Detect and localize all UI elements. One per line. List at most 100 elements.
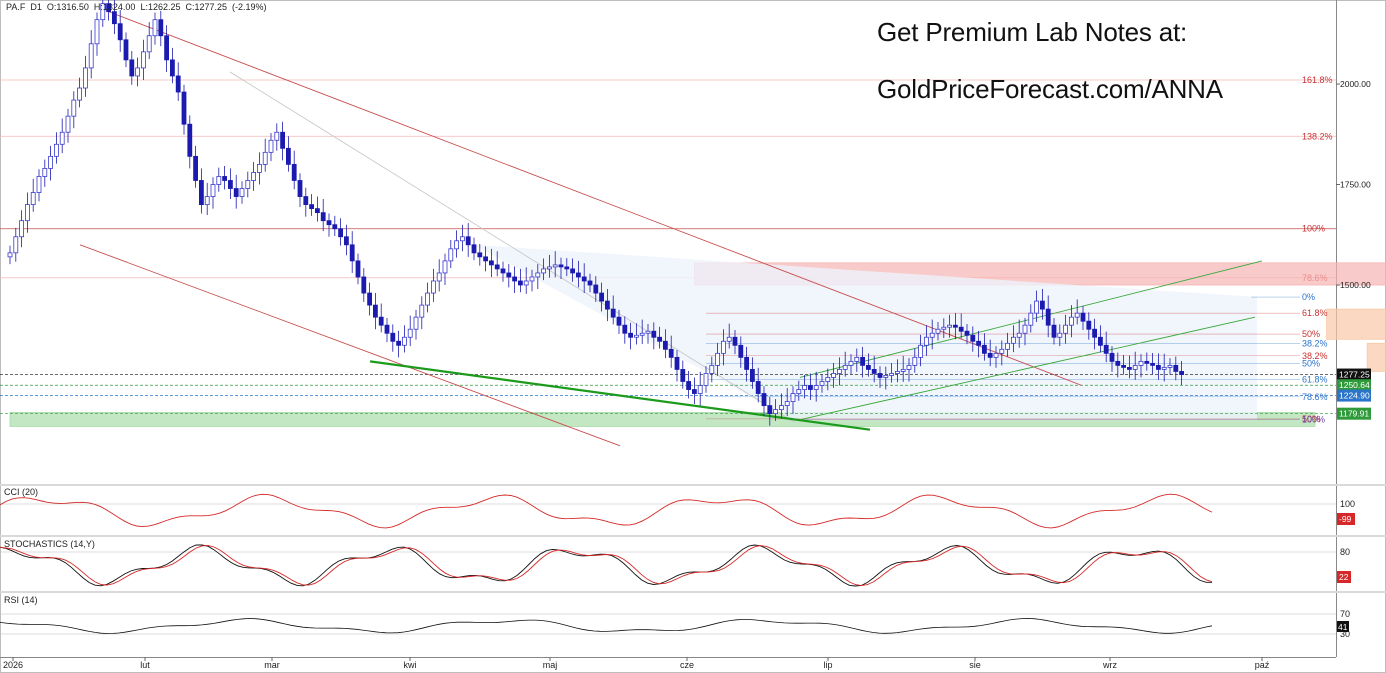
stoch-d-line [0,544,1213,587]
consolidation-lower [1366,342,1386,372]
candle-body [413,316,419,330]
stoch-value: 22 [1339,572,1349,582]
candle-body [680,369,686,382]
candle-body [216,176,222,185]
open-value: O:1316.50 [46,2,89,12]
candle-body [88,43,94,69]
fib-retracement-label: 61.8% [1302,308,1328,318]
candle-body [535,272,541,278]
candle-body [175,75,181,93]
candle-body [639,332,645,336]
candle-body [976,340,981,346]
time-tick-label: sie [969,660,981,670]
cci-label: CCI (20) [4,487,39,497]
candle-body [773,409,778,415]
candle-body [668,348,674,358]
rsi-level-70-label: 70 [1340,609,1350,619]
candle-body [390,332,396,342]
candle-body [430,280,436,294]
fib-retracement-label: 78.6% [1302,392,1328,402]
candle-body [1011,336,1016,344]
price-tick-label: 1500.00 [1340,280,1371,290]
candle-body [697,385,703,394]
candle-body [825,377,831,382]
candle-body [355,260,361,278]
candle-body [871,369,877,374]
candle-body [129,59,135,77]
candle-body [1173,364,1179,372]
candle-body [30,192,36,205]
candle-body [483,256,489,262]
fib-retracement-label: 61.8% [1302,374,1328,384]
candle-body [65,115,71,133]
fib-retracement-label: 38.2% [1302,338,1328,348]
time-tick-label: paź [1255,660,1270,670]
cci-line [0,493,1213,529]
candle-body [94,19,100,45]
panel-separator [0,484,1386,486]
candle-body [964,330,970,336]
candle-body [1179,371,1184,375]
candle-body [634,334,639,338]
fib-extension-label: 100% [1302,224,1325,234]
candle-body [576,272,581,278]
fib-retracement-label: 38.2% [1302,351,1328,361]
candle-body [1098,336,1103,346]
change-value: (-2.19%) [232,2,267,12]
candle-body [674,356,680,370]
candle-body [117,23,123,41]
candle-body [692,389,697,394]
candle-body [523,280,529,286]
candle-body [59,131,65,145]
candle-body [1069,316,1074,326]
candle-body [181,91,187,125]
candle-body [953,324,958,328]
candle-body [1156,364,1161,370]
candle-body [19,220,25,238]
candle-body [547,266,552,270]
candle-body [622,324,628,334]
candle-body [982,344,987,354]
low-value: L:1262.25 [140,2,181,12]
candle-body [245,180,251,189]
candle-body [1109,352,1115,362]
symbol: PA.F [6,2,26,12]
candle-body [106,3,111,13]
candle-body [616,316,622,326]
projection-area [474,244,1257,420]
promo-line-2[interactable]: GoldPriceForecast.com/ANNA [877,74,1223,104]
candle-body [593,284,599,294]
candle-body [326,220,332,226]
candle-body [1103,344,1109,354]
candle-body [169,59,175,77]
time-tick-label: cze [680,660,694,670]
candle-body [1092,328,1097,338]
candle-body [140,51,146,69]
candle-body [1074,312,1080,318]
candle-body [958,326,964,332]
fib-retracement-label: 50% [1302,329,1320,339]
candle-body [564,266,570,270]
candle-body [396,340,402,346]
candle-body [193,155,199,181]
candle-body [1034,300,1039,314]
downtrend-lower-line [79,244,621,447]
candle-body [784,401,790,406]
candle-body [987,352,993,358]
candle-body [506,272,512,278]
candle-body [924,336,929,346]
candle-body [285,147,291,165]
candle-body [280,131,286,149]
candle-body [912,356,918,366]
chart-header: PA.F D1 O:1316.50 H:1324.00 L:1262.25 C:1277.… [6,2,272,12]
candle-body [709,364,715,374]
promo-line-1: Get Premium Lab Notes at: [877,17,1188,47]
price-badge [1337,379,1371,392]
candle-body [239,188,245,197]
candle-body [48,155,53,169]
candle-body [54,143,59,157]
candle-body [198,180,204,205]
candle-body [1132,364,1138,370]
